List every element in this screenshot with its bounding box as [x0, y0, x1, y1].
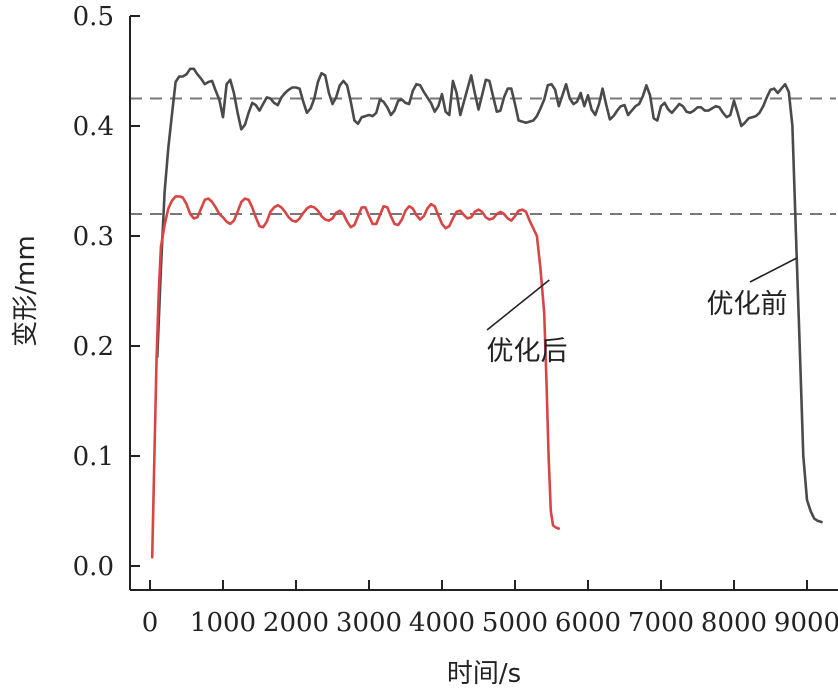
y-tick-label: 0.0 — [73, 552, 114, 582]
y-tick-label: 0.2 — [73, 332, 114, 362]
x-tick-label: 1000 — [190, 608, 256, 638]
y-axis-title: 变形/mm — [11, 235, 41, 346]
y-tick-label: 0.5 — [73, 2, 114, 32]
x-tick-label: 5000 — [482, 608, 548, 638]
y-tick-label: 0.4 — [73, 112, 114, 142]
y-ticks: 0.0 0.1 0.2 0.3 0.4 0.5 — [73, 2, 140, 582]
annotation-leader-line — [749, 257, 798, 283]
series-group — [150, 67, 823, 559]
reference-lines — [130, 97, 836, 215]
series-line-after — [150, 195, 561, 559]
x-tick-label: 6000 — [555, 608, 621, 638]
annotation-label: 优化后 — [487, 336, 568, 367]
annotations: 优化后 优化前 — [486, 257, 798, 367]
annotation-leader-line — [486, 279, 550, 331]
series-line-before — [156, 67, 823, 524]
x-tick-label: 2000 — [263, 608, 329, 638]
x-tick-label: 7000 — [628, 608, 694, 638]
x-tick-label: 0 — [142, 608, 159, 638]
x-axis-title: 时间/s — [447, 659, 521, 689]
x-tick-label: 9000 — [774, 608, 838, 638]
annotation-label: 优化前 — [707, 289, 788, 320]
x-ticks: 0 1000 2000 3000 4000 5000 6000 7000 8000 9000 — [142, 580, 838, 638]
axes — [129, 16, 838, 591]
x-tick-label: 4000 — [409, 608, 475, 638]
x-tick-label: 8000 — [701, 608, 767, 638]
x-tick-label: 3000 — [336, 608, 402, 638]
y-tick-label: 0.1 — [73, 442, 114, 472]
y-tick-label: 0.3 — [73, 222, 114, 252]
